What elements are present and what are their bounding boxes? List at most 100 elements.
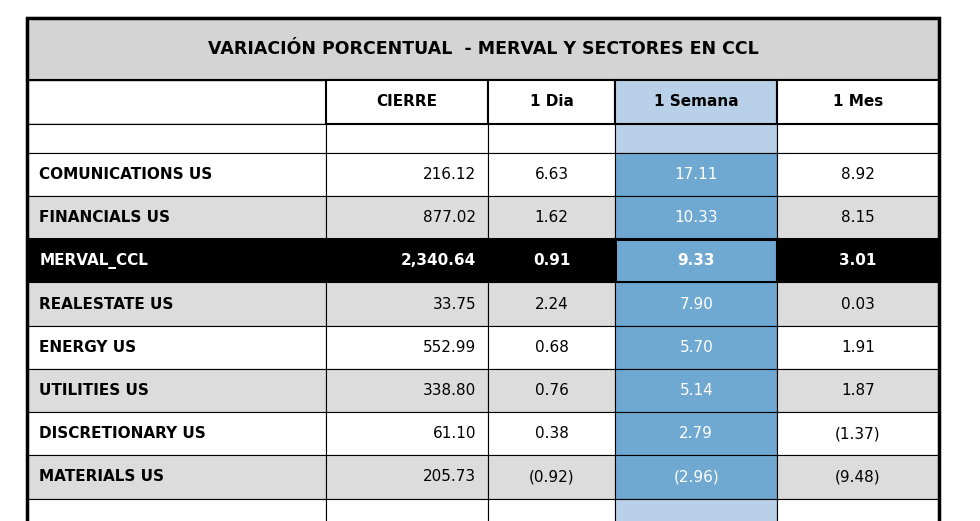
Bar (326, 326, 488, 369)
Text: DISCRETIONARY US: DISCRETIONARY US (39, 426, 206, 441)
Bar (777, 80, 939, 124)
Bar (488, 239, 615, 282)
Bar (27, 124, 326, 153)
Text: 2.24: 2.24 (535, 296, 568, 312)
Text: REALESTATE US: REALESTATE US (39, 296, 173, 312)
Text: (1.37): (1.37) (835, 426, 881, 441)
Bar (326, 499, 488, 521)
Bar (777, 282, 939, 326)
Text: 5.14: 5.14 (679, 383, 713, 398)
Bar (488, 326, 615, 369)
Text: ENERGY US: ENERGY US (39, 340, 136, 355)
Bar (488, 499, 615, 521)
Bar (27, 153, 326, 196)
Text: MERVAL_CCL: MERVAL_CCL (39, 253, 148, 269)
Bar (615, 239, 777, 282)
Bar (615, 153, 777, 196)
Text: 6.63: 6.63 (535, 167, 568, 182)
Text: (2.96): (2.96) (673, 469, 719, 485)
Text: 0.38: 0.38 (535, 426, 568, 441)
Text: COMUNICATIONS US: COMUNICATIONS US (39, 167, 213, 182)
Bar (777, 239, 939, 282)
Bar (615, 499, 777, 521)
Text: 216.12: 216.12 (423, 167, 476, 182)
Text: 61.10: 61.10 (433, 426, 476, 441)
Text: CIERRE: CIERRE (376, 94, 438, 109)
Text: 338.80: 338.80 (423, 383, 476, 398)
Text: 33.75: 33.75 (432, 296, 476, 312)
Bar (326, 153, 488, 196)
Text: 8.15: 8.15 (841, 210, 875, 225)
Bar (488, 412, 615, 455)
Text: 1.62: 1.62 (535, 210, 568, 225)
Bar (326, 196, 488, 239)
Text: 0.76: 0.76 (535, 383, 568, 398)
Bar (27, 282, 326, 326)
Bar (27, 239, 326, 282)
Bar (488, 124, 615, 153)
Bar (27, 18, 939, 80)
Bar (27, 196, 326, 239)
Bar (326, 239, 488, 282)
Bar (488, 455, 615, 499)
Bar (615, 455, 777, 499)
Bar (615, 369, 777, 412)
Text: 1 Mes: 1 Mes (833, 94, 883, 109)
Text: UTILITIES US: UTILITIES US (39, 383, 149, 398)
Bar (326, 369, 488, 412)
Text: 0.91: 0.91 (533, 253, 570, 268)
Text: 1.91: 1.91 (841, 340, 875, 355)
Bar (326, 455, 488, 499)
Text: 877.02: 877.02 (423, 210, 476, 225)
Bar (488, 153, 615, 196)
Text: 7.90: 7.90 (679, 296, 713, 312)
Bar (777, 196, 939, 239)
Bar (488, 369, 615, 412)
Bar (488, 80, 615, 124)
Text: VARIACIÓN PORCENTUAL  - MERVAL Y SECTORES EN CCL: VARIACIÓN PORCENTUAL - MERVAL Y SECTORES… (208, 40, 759, 58)
Text: 552.99: 552.99 (423, 340, 476, 355)
Bar (615, 80, 777, 124)
Bar (777, 124, 939, 153)
Text: 205.73: 205.73 (423, 469, 476, 485)
Text: 1 Dia: 1 Dia (530, 94, 573, 109)
Text: MATERIALS US: MATERIALS US (39, 469, 165, 485)
Bar (27, 369, 326, 412)
Bar (27, 455, 326, 499)
Bar (615, 282, 777, 326)
Text: 2.79: 2.79 (679, 426, 713, 441)
Bar (777, 153, 939, 196)
Bar (326, 80, 488, 124)
Bar (27, 326, 326, 369)
Bar (27, 499, 326, 521)
Bar (326, 412, 488, 455)
Bar (326, 282, 488, 326)
Text: 0.03: 0.03 (841, 296, 875, 312)
Text: 0.68: 0.68 (535, 340, 568, 355)
Text: (9.48): (9.48) (835, 469, 881, 485)
Text: 17.11: 17.11 (674, 167, 718, 182)
Text: 2,340.64: 2,340.64 (401, 253, 476, 268)
Text: 3.01: 3.01 (839, 253, 877, 268)
Text: (0.92): (0.92) (529, 469, 574, 485)
Bar (488, 196, 615, 239)
Text: 5.70: 5.70 (679, 340, 713, 355)
Bar (615, 412, 777, 455)
Bar (777, 455, 939, 499)
Text: 9.33: 9.33 (677, 253, 715, 268)
Bar (777, 326, 939, 369)
Bar (777, 499, 939, 521)
Text: 1.87: 1.87 (841, 383, 875, 398)
Bar (27, 80, 326, 124)
Text: 8.92: 8.92 (841, 167, 875, 182)
Bar (27, 412, 326, 455)
Bar (488, 282, 615, 326)
Bar (777, 412, 939, 455)
Text: 1 Semana: 1 Semana (654, 94, 739, 109)
Bar (777, 369, 939, 412)
Bar (326, 124, 488, 153)
Text: 10.33: 10.33 (674, 210, 718, 225)
Bar (615, 196, 777, 239)
Text: FINANCIALS US: FINANCIALS US (39, 210, 171, 225)
Bar (615, 124, 777, 153)
